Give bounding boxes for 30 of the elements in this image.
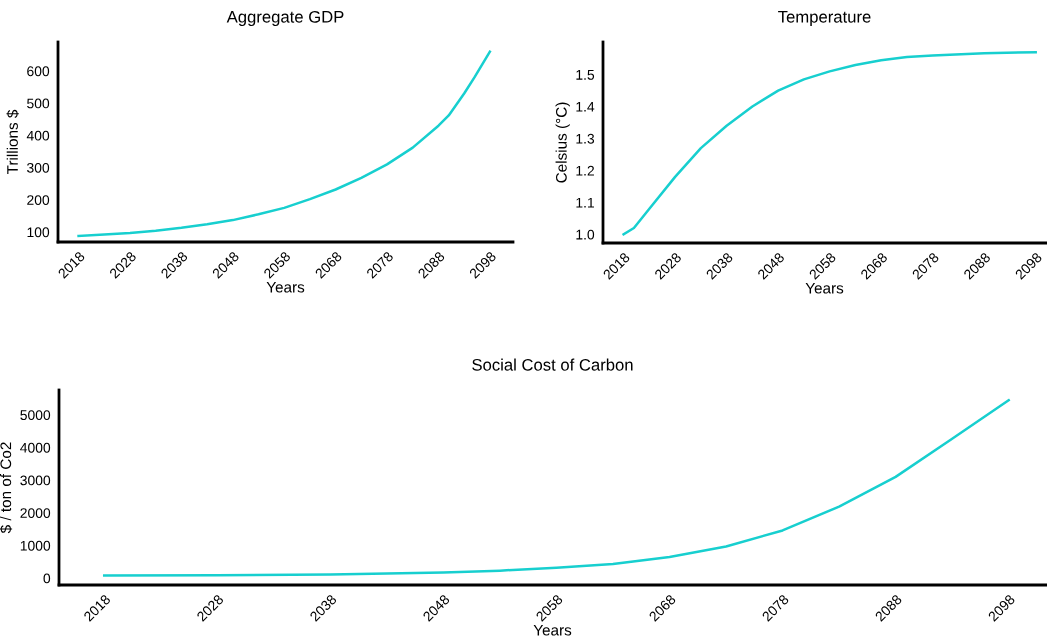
- y-axis-title: Trillions $: [6, 109, 19, 175]
- y-tick-label: 1.4: [576, 102, 595, 112]
- chart-title: Aggregate GDP: [226, 10, 344, 27]
- line-series: [622, 50, 1037, 236]
- y-tick-label: 1.1: [576, 197, 594, 208]
- chart-title: Temperature: [778, 11, 871, 27]
- y-tick-label: 500: [27, 98, 50, 109]
- y-tick-label: 600: [27, 66, 50, 77]
- x-axis-title: Years: [533, 624, 572, 636]
- y-tick-label: 3000: [20, 475, 51, 486]
- y-tick-label: 200: [27, 195, 50, 205]
- y-tick-label: 300: [27, 162, 50, 173]
- y-tick-label: 400: [26, 130, 50, 141]
- line-series: [77, 50, 492, 238]
- y-tick-label: 1000: [20, 540, 51, 551]
- y-tick-label: 2000: [20, 508, 51, 518]
- y-tick-label: 1.3: [576, 133, 595, 144]
- chart-title: Social Cost of Carbon: [472, 358, 633, 371]
- y-tick-label: 1.0: [576, 229, 595, 240]
- x-axis-title: Years: [266, 281, 305, 293]
- y-tick-label: 5000: [20, 410, 51, 420]
- line-series: [102, 398, 1010, 577]
- y-tick-label: 1.5: [576, 70, 595, 80]
- y-tick-label: 4000: [20, 442, 51, 453]
- x-axis-title: Years: [805, 282, 844, 294]
- y-tick-label: 1.2: [576, 165, 594, 176]
- y-axis-title: Celsius (°C): [555, 102, 570, 183]
- y-tick-label: 0: [43, 573, 51, 584]
- y-tick-label: 100: [27, 227, 50, 238]
- y-axis-title: $ / ton of Co2: [0, 442, 13, 534]
